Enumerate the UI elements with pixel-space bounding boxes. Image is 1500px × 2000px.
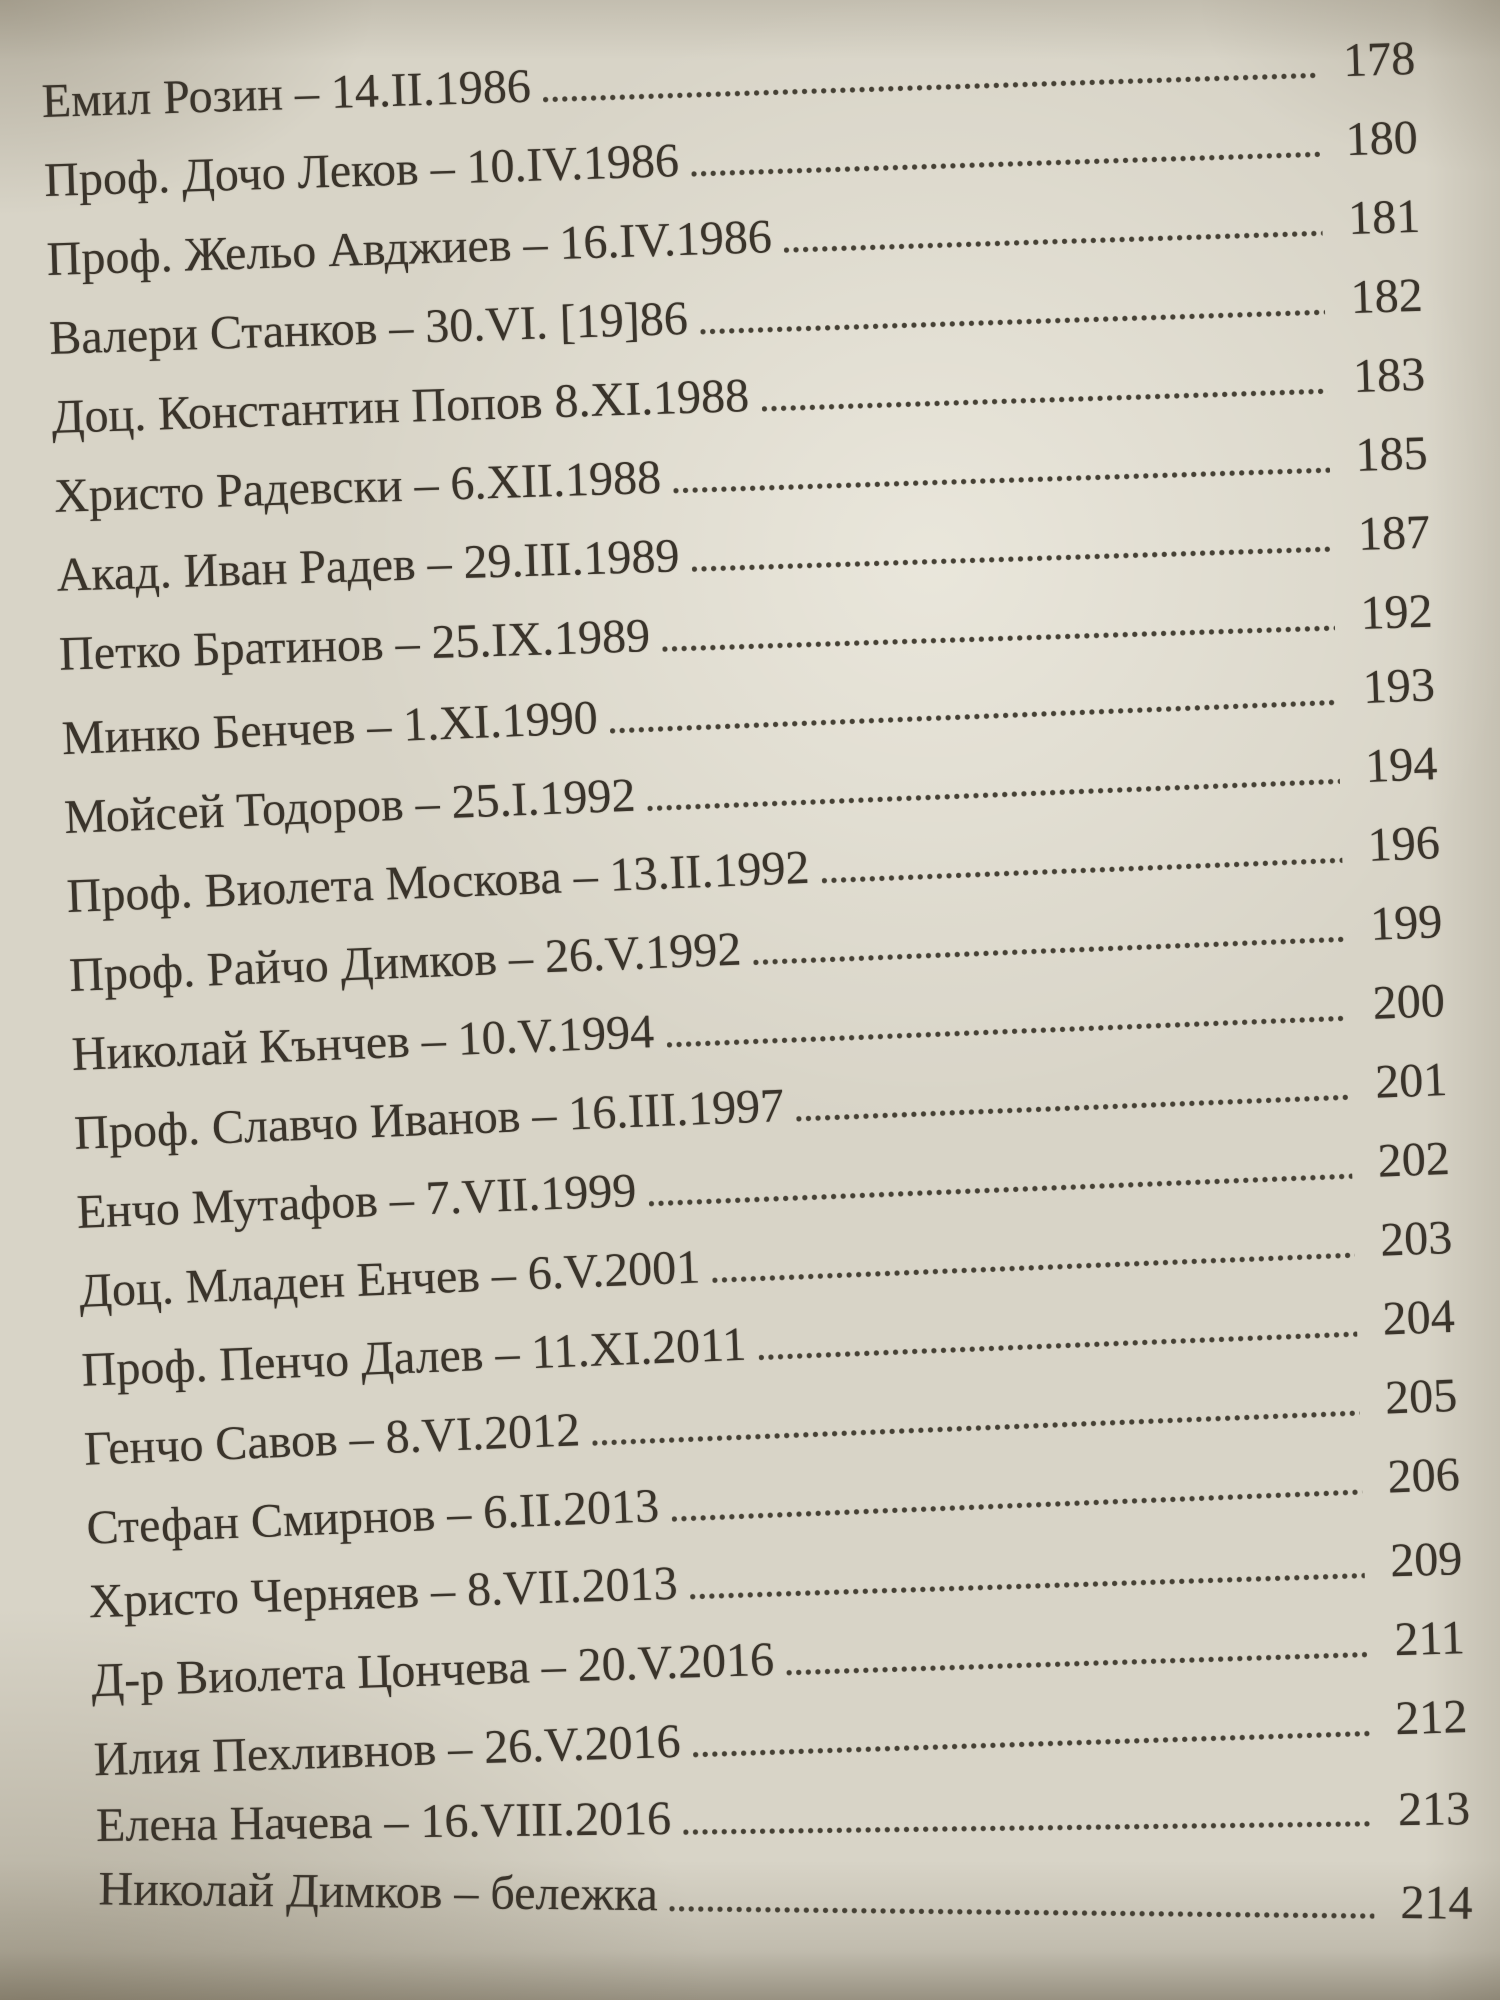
- toc-entry-page: 193: [1361, 658, 1436, 714]
- dot-leader: [671, 1488, 1363, 1523]
- toc-entry-page: 187: [1357, 505, 1431, 561]
- toc-entry-page: 214: [1400, 1875, 1473, 1930]
- toc-entry-page: 178: [1342, 31, 1416, 88]
- toc-entry-page: 203: [1379, 1210, 1454, 1267]
- toc-entry-page: 194: [1364, 737, 1439, 793]
- toc-entry-page: 205: [1384, 1368, 1459, 1425]
- dot-leader: [610, 699, 1338, 735]
- dot-leader: [648, 1172, 1353, 1208]
- dot-leader: [761, 387, 1328, 413]
- dot-leader: [821, 856, 1343, 885]
- toc-entry-page: 183: [1352, 347, 1426, 403]
- dot-leader: [758, 1330, 1358, 1362]
- toc-entry-title: Николай Димков – бележка: [98, 1862, 659, 1922]
- toc-entry-page: 182: [1349, 268, 1424, 325]
- toc-entry-page: 211: [1393, 1611, 1466, 1667]
- table-of-contents: Емил Розин – 14.II.1986 178 Проф. Дочо Ле…: [41, 19, 1474, 1957]
- toc-entry-page: 213: [1397, 1782, 1471, 1837]
- dot-leader: [673, 466, 1331, 495]
- toc-entry-page: 206: [1386, 1447, 1461, 1504]
- toc-entry-page: 185: [1354, 426, 1429, 482]
- dot-leader: [700, 308, 1326, 336]
- toc-entry-page: 196: [1366, 816, 1441, 872]
- dot-leader: [692, 1730, 1370, 1759]
- dot-leader: [666, 1014, 1348, 1049]
- dot-leader: [662, 624, 1336, 653]
- dot-leader: [712, 1251, 1355, 1284]
- dot-leader: [669, 1905, 1375, 1920]
- toc-entry-page: 200: [1371, 974, 1446, 1030]
- dot-leader: [683, 1820, 1373, 1836]
- dot-leader: [753, 935, 1345, 967]
- dot-leader: [543, 71, 1318, 104]
- dot-leader: [691, 150, 1321, 178]
- toc-entry-page: 204: [1381, 1289, 1456, 1346]
- toc-entry-page: 180: [1344, 110, 1419, 167]
- toc-row: Николай Димков – бележка 214: [98, 1849, 1473, 1942]
- toc-entry-page: 209: [1389, 1532, 1464, 1588]
- toc-entry-title: Емил Розин – 14.II.1986: [40, 59, 532, 129]
- dot-leader: [691, 545, 1333, 573]
- toc-entry-page: 201: [1374, 1052, 1449, 1109]
- toc-entry-page: 199: [1369, 895, 1444, 951]
- toc-entry-page: 202: [1376, 1131, 1451, 1188]
- dot-leader: [592, 1409, 1360, 1447]
- toc-entry-page: 181: [1347, 189, 1421, 246]
- dot-leader: [796, 1093, 1350, 1123]
- dot-leader: [784, 229, 1323, 254]
- dot-leader: [647, 777, 1341, 813]
- toc-entry-page: 212: [1394, 1690, 1469, 1746]
- toc-entry-page: 192: [1359, 584, 1434, 640]
- dot-leader: [689, 1572, 1365, 1601]
- dot-leader: [786, 1651, 1368, 1677]
